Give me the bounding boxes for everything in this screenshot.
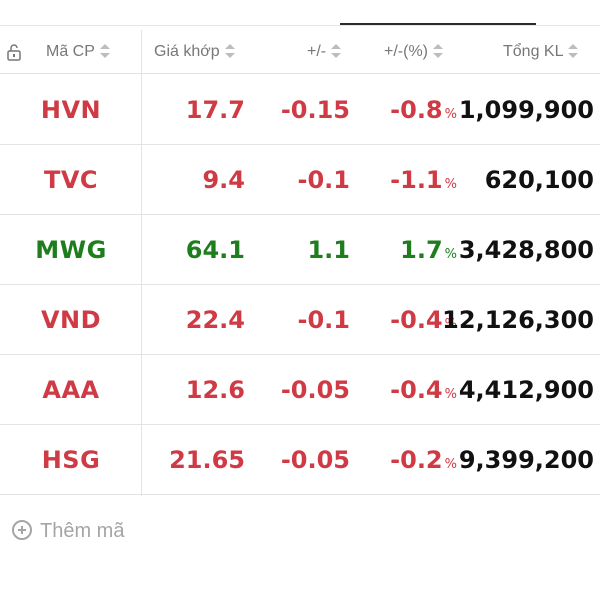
pct-value: -0.2 (390, 446, 443, 474)
volume-cell: 9,399,200 (458, 446, 594, 474)
volume-cell: 620,100 (484, 166, 594, 194)
change-cell: -0.1 (297, 166, 350, 194)
pct-cell: -0.4% (390, 355, 457, 425)
pct-cell: -0.2% (390, 425, 457, 495)
pct-unit: % (444, 247, 457, 262)
tab-bar (0, 0, 600, 26)
col-header-symbol[interactable]: Mã CP (46, 30, 110, 74)
tab-2[interactable] (150, 0, 155, 11)
sort-icon (99, 43, 110, 58)
pct-value: 1.7 (400, 236, 443, 264)
column-divider (141, 30, 142, 496)
symbol-cell[interactable]: AAA (42, 376, 100, 404)
pct-unit: % (444, 457, 457, 472)
pct-cell: -0.4% (390, 285, 457, 355)
pct-unit: % (444, 317, 457, 332)
volume-cell: 1,099,900 (458, 96, 594, 124)
change-cell: -0.15 (280, 96, 350, 124)
col-header-volume-label: Tổng KL (503, 43, 564, 60)
table-row[interactable]: AAA 12.6 -0.05 -0.4% 4,412,900 (0, 355, 600, 425)
pct-cell: -1.1% (390, 145, 457, 215)
sort-icon (331, 43, 342, 58)
col-header-pct-label: +/-(%) (384, 43, 428, 60)
change-cell: -0.05 (280, 446, 350, 474)
col-header-volume[interactable]: Tổng KL (503, 30, 579, 74)
symbol-cell[interactable]: VND (40, 306, 102, 334)
symbol-cell[interactable]: HSG (41, 446, 101, 474)
col-header-change[interactable]: +/- (307, 30, 342, 74)
col-header-symbol-label: Mã CP (46, 43, 95, 60)
sort-icon (224, 43, 235, 58)
symbol-cell[interactable]: MWG (35, 236, 107, 264)
table-row[interactable]: TVC 9.4 -0.1 -1.1% 620,100 (0, 145, 600, 215)
tab-3-active[interactable] (362, 0, 367, 11)
sort-icon (433, 43, 443, 58)
lock-open-icon[interactable] (6, 43, 22, 61)
change-cell: 1.1 (307, 236, 350, 264)
add-symbol-button[interactable]: Thêm mã (12, 516, 124, 546)
pct-value: -0.4 (390, 306, 443, 334)
plus-circle-icon (12, 519, 32, 540)
tab-1[interactable] (0, 0, 5, 11)
price-cell: 21.65 (169, 446, 245, 474)
volume-cell: 12,126,300 (442, 306, 594, 334)
add-symbol-label: Thêm mã (40, 520, 125, 542)
price-cell: 9.4 (202, 166, 245, 194)
symbol-cell[interactable]: HVN (40, 96, 102, 124)
pct-cell: -0.8% (390, 75, 457, 145)
col-header-price[interactable]: Giá khớp (154, 30, 235, 74)
price-cell: 64.1 (185, 236, 245, 264)
symbol-cell[interactable]: TVC (43, 166, 99, 194)
change-cell: -0.1 (297, 306, 350, 334)
pct-value: -1.1 (390, 166, 443, 194)
pct-unit: % (444, 387, 457, 402)
table-row[interactable]: VND 22.4 -0.1 -0.4% 12,126,300 (0, 285, 600, 355)
col-header-pct[interactable]: +/-(%) (384, 30, 443, 74)
col-header-price-label: Giá khớp (154, 43, 220, 60)
table-header: Mã CP Giá khớp +/- +/-(%) Tổng KL (0, 30, 600, 74)
sort-icon (568, 43, 579, 58)
pct-unit: % (444, 107, 457, 122)
pct-cell: 1.7% (400, 215, 457, 285)
pct-value: -0.4 (390, 376, 443, 404)
volume-cell: 3,428,800 (458, 236, 594, 264)
table-row[interactable]: HVN 17.7 -0.15 -0.8% 1,099,900 (0, 75, 600, 145)
table-row[interactable]: HSG 21.65 -0.05 -0.2% 9,399,200 (0, 425, 600, 495)
price-cell: 12.6 (185, 376, 245, 404)
col-header-change-label: +/- (307, 43, 327, 60)
change-cell: -0.05 (280, 376, 350, 404)
active-tab-indicator (340, 23, 536, 25)
price-cell: 17.7 (185, 96, 245, 124)
pct-value: -0.8 (390, 96, 443, 124)
price-cell: 22.4 (185, 306, 245, 334)
table-row[interactable]: MWG 64.1 1.1 1.7% 3,428,800 (0, 215, 600, 285)
pct-unit: % (444, 177, 457, 192)
volume-cell: 4,412,900 (458, 376, 594, 404)
